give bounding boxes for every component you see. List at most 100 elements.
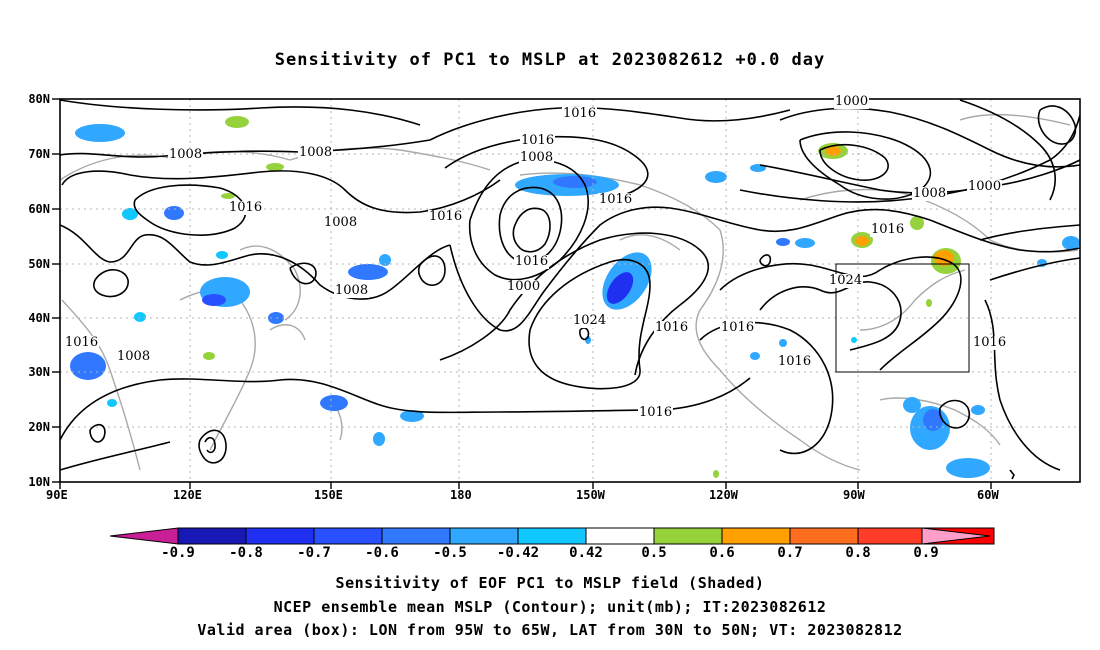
colorbar-swatch bbox=[177, 527, 247, 545]
lon-label: 90W bbox=[843, 488, 865, 502]
shade-blob bbox=[851, 337, 857, 343]
shade-blob bbox=[971, 405, 985, 415]
shade-blob bbox=[713, 470, 719, 478]
shade-blob bbox=[750, 352, 760, 360]
lat-label: 40N bbox=[28, 311, 50, 325]
shade-blob bbox=[203, 352, 215, 360]
lon-label: 120W bbox=[709, 488, 738, 502]
contour-label: 1016 bbox=[562, 106, 598, 121]
contour-label: 1016 bbox=[428, 209, 464, 224]
lon-label: 60W bbox=[977, 488, 999, 502]
contour-label: 1016 bbox=[972, 335, 1008, 350]
shade-blob bbox=[202, 294, 226, 306]
colorbar-swatch bbox=[313, 527, 383, 545]
shade-blob bbox=[923, 409, 943, 431]
colorbar-tick-label: -0.42 bbox=[496, 545, 540, 561]
shade-blob bbox=[122, 208, 138, 220]
colorbar-swatch bbox=[857, 527, 927, 545]
colorbar-swatch bbox=[653, 527, 723, 545]
contour-label: 1016 bbox=[514, 254, 550, 269]
contour-label: 1008 bbox=[298, 145, 334, 160]
contour-label: 1024 bbox=[828, 273, 864, 288]
contour-label: 1008 bbox=[519, 150, 555, 165]
contour-label: 1008 bbox=[116, 349, 152, 364]
colorbar-tick-label: -0.8 bbox=[229, 545, 263, 561]
shade-blob bbox=[221, 193, 235, 199]
shade-blob bbox=[320, 395, 348, 411]
shade-blob bbox=[926, 299, 932, 307]
shade-blob bbox=[855, 236, 869, 246]
shade-blob bbox=[225, 116, 249, 128]
caption-line-2: NCEP ensemble mean MSLP (Contour); unit(… bbox=[273, 598, 827, 616]
lat-label: 80N bbox=[28, 92, 50, 106]
lon-label: 150W bbox=[576, 488, 605, 502]
shade-blob bbox=[705, 171, 727, 183]
shade-blob bbox=[400, 410, 424, 422]
contour-label: 1016 bbox=[870, 222, 906, 237]
colorbar-tick-label: 0.5 bbox=[641, 545, 667, 561]
lat-label: 50N bbox=[28, 257, 50, 271]
contour-label: 1016 bbox=[654, 320, 690, 335]
contour-label: 1016 bbox=[64, 335, 100, 350]
colorbar-high-triangle bbox=[921, 527, 991, 545]
lon-label: 120E bbox=[173, 488, 202, 502]
contour-label: 1000 bbox=[834, 94, 870, 109]
contour-label: 1016 bbox=[720, 320, 756, 335]
colorbar-tick-label: -0.9 bbox=[161, 545, 195, 561]
shade-blob bbox=[348, 264, 388, 280]
colorbar-tick-label: 0.8 bbox=[845, 545, 871, 561]
contour-label: 1016 bbox=[777, 354, 813, 369]
colorbar-tick-label: -0.7 bbox=[297, 545, 331, 561]
contour-label: 1016 bbox=[598, 192, 634, 207]
colorbar-swatch bbox=[585, 527, 655, 545]
lat-label: 70N bbox=[28, 147, 50, 161]
mslp-contours bbox=[59, 99, 1081, 480]
contour-label: 1016 bbox=[228, 200, 264, 215]
caption-line-3: Valid area (box): LON from 95W to 65W, L… bbox=[197, 621, 903, 639]
colorbar bbox=[109, 527, 995, 545]
colorbar-low-triangle bbox=[109, 527, 179, 545]
shade-blob bbox=[910, 216, 924, 230]
colorbar-swatch bbox=[381, 527, 451, 545]
colorbar-swatch bbox=[245, 527, 315, 545]
colorbar-tick-label: 0.9 bbox=[913, 545, 939, 561]
sensitivity-shading bbox=[70, 116, 1080, 478]
shade-blob bbox=[379, 254, 391, 266]
chart-title: Sensitivity of PC1 to MSLP at 2023082612… bbox=[274, 50, 826, 70]
shade-blob bbox=[606, 272, 634, 304]
shade-blob bbox=[903, 397, 921, 413]
colorbar-swatch bbox=[517, 527, 587, 545]
colorbar-tick-label: -0.6 bbox=[365, 545, 399, 561]
plot-frame bbox=[59, 98, 1081, 483]
lon-label: 150E bbox=[314, 488, 343, 502]
colorbar-swatch bbox=[721, 527, 791, 545]
caption-line-1: Sensitivity of EOF PC1 to MSLP field (Sh… bbox=[335, 574, 765, 592]
shade-blob bbox=[107, 399, 117, 407]
contour-label: 1008 bbox=[334, 283, 370, 298]
shade-blob bbox=[216, 251, 228, 259]
graticule bbox=[60, 99, 1080, 482]
contour-label: 1008 bbox=[168, 147, 204, 162]
contour-label: 1008 bbox=[912, 186, 948, 201]
shade-blob bbox=[779, 339, 787, 347]
lon-label: 180 bbox=[450, 488, 472, 502]
shade-blob bbox=[776, 238, 790, 246]
contour-label: 1016 bbox=[520, 133, 556, 148]
valid-area-box bbox=[835, 263, 970, 373]
shade-blob bbox=[266, 163, 284, 171]
colorbar-swatch bbox=[789, 527, 859, 545]
colorbar-swatch bbox=[449, 527, 519, 545]
tick-marks bbox=[52, 98, 992, 489]
colorbar-tick-label: 0.6 bbox=[709, 545, 735, 561]
contour-label: 1000 bbox=[967, 179, 1003, 194]
shade-blob bbox=[795, 238, 815, 248]
contour-label: 1000 bbox=[506, 279, 542, 294]
colorbar-tick-label: 0.42 bbox=[569, 545, 603, 561]
lat-label: 20N bbox=[28, 420, 50, 434]
shade-blob bbox=[1062, 236, 1080, 250]
shade-blob bbox=[373, 432, 385, 446]
shade-blob bbox=[553, 176, 597, 188]
shade-blob bbox=[134, 312, 146, 322]
shade-blob bbox=[75, 124, 125, 142]
